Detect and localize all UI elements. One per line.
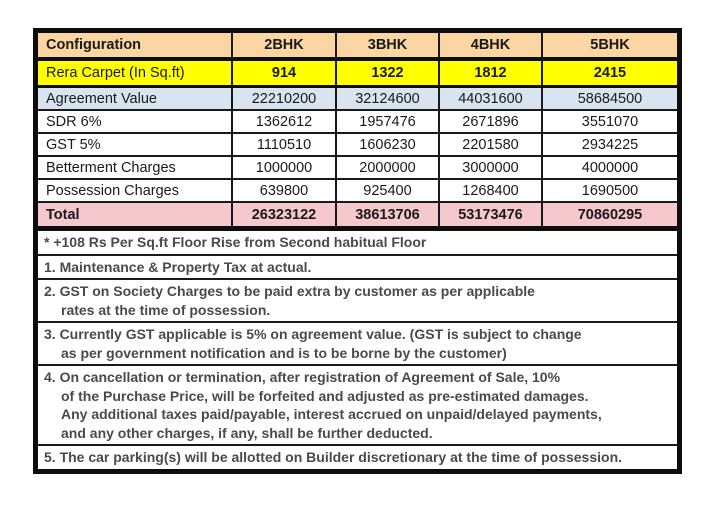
table-row-gst: GST 5% 1110510 1606230 2201580 2934225	[38, 134, 677, 157]
cell-value: 38613706	[337, 203, 440, 226]
cell-value: 1110510	[233, 134, 337, 155]
note-line: Any additional taxes paid/payable, inter…	[61, 406, 602, 422]
note-2-gst-society: 2. GST on Society Charges to be paid ext…	[38, 280, 677, 323]
cell-value: 3551070	[581, 113, 639, 130]
cell-value: 53173476	[440, 203, 543, 226]
note-line: 1. Maintenance & Property Tax at actual.	[44, 258, 312, 275]
cell-value: 22210200	[233, 88, 337, 109]
table-header-row: Configuration 2BHK 3BHK 4BHK 5BHK	[38, 33, 677, 61]
note-1-maintenance: 1. Maintenance & Property Tax at actual.	[38, 256, 677, 280]
cell-value: 1606230	[337, 134, 440, 155]
cell-value: 1322	[337, 61, 440, 85]
table-row-rera-carpet: Rera Carpet (In Sq.ft) 914 1322 1812 241…	[38, 61, 677, 88]
cell-value: 2000000	[337, 157, 440, 178]
note-line: 4. On cancellation or termination, after…	[44, 369, 561, 385]
note-line: * +108 Rs Per Sq.ft Floor Rise from Seco…	[44, 234, 427, 250]
table-row-agreement-value: Agreement Value 22210200 32124600 440316…	[38, 88, 677, 111]
note-3-gst-applicable: 3. Currently GST applicable is 5% on agr…	[38, 323, 677, 366]
note-line: as per government notification and is to…	[61, 344, 507, 361]
table-row-betterment-charges: Betterment Charges 1000000 2000000 30000…	[38, 157, 677, 180]
cell-value: 2415	[593, 65, 627, 81]
row-label: Possession Charges	[38, 180, 233, 201]
header-configuration: Configuration	[38, 33, 233, 57]
cell-value: 58684500	[577, 90, 643, 107]
cell-value: 44031600	[440, 88, 543, 109]
cell-value: 1362612	[233, 111, 337, 132]
price-table: Configuration 2BHK 3BHK 4BHK 5BHK Rera C…	[38, 33, 677, 231]
cell-value: 4000000	[581, 159, 639, 176]
note-4-cancellation: 4. On cancellation or termination, after…	[38, 366, 677, 446]
cell-value: 3000000	[440, 157, 543, 178]
note-line: 3. Currently GST applicable is 5% on agr…	[44, 326, 582, 342]
table-row-possession-charges: Possession Charges 639800 925400 1268400…	[38, 180, 677, 203]
row-label: Rera Carpet (In Sq.ft)	[38, 61, 233, 85]
note-line: of the Purchase Price, will be forfeited…	[61, 387, 589, 404]
notes-section: * +108 Rs Per Sq.ft Floor Rise from Seco…	[38, 231, 677, 469]
cell-value: 1690500	[581, 182, 639, 199]
note-line: 5. The car parking(s) will be allotted o…	[44, 449, 623, 465]
cell-value: 32124600	[337, 88, 440, 109]
cell-value: 2671896	[440, 111, 543, 132]
cell-value: 2934225	[581, 136, 639, 153]
cost-sheet: Configuration 2BHK 3BHK 4BHK 5BHK Rera C…	[33, 28, 682, 474]
row-label: GST 5%	[38, 134, 233, 155]
header-3bhk: 3BHK	[337, 33, 440, 57]
cell-value: 2201580	[440, 134, 543, 155]
row-label: Total	[38, 203, 233, 226]
header-5bhk: 5BHK	[590, 37, 630, 53]
table-row-sdr: SDR 6% 1362612 1957476 2671896 3551070	[38, 111, 677, 134]
cell-value: 1000000	[233, 157, 337, 178]
note-line: rates at the time of possession.	[61, 301, 271, 318]
note-line: 2. GST on Society Charges to be paid ext…	[44, 283, 535, 299]
row-label: Agreement Value	[38, 88, 233, 109]
header-2bhk: 2BHK	[233, 33, 337, 57]
table-row-total: Total 26323122 38613706 53173476 7086029…	[38, 203, 677, 231]
cell-value: 1957476	[337, 111, 440, 132]
cell-value: 1268400	[440, 180, 543, 201]
note-line: and any other charges, if any, shall be …	[61, 424, 433, 441]
row-label: Betterment Charges	[38, 157, 233, 178]
cell-value: 26323122	[233, 203, 337, 226]
cell-value: 639800	[233, 180, 337, 201]
row-label: SDR 6%	[38, 111, 233, 132]
header-4bhk: 4BHK	[440, 33, 543, 57]
cell-value: 1812	[440, 61, 543, 85]
cell-value: 925400	[337, 180, 440, 201]
cell-value: 70860295	[577, 206, 643, 223]
note-floor-rise: * +108 Rs Per Sq.ft Floor Rise from Seco…	[38, 231, 677, 256]
note-5-car-parking: 5. The car parking(s) will be allotted o…	[38, 446, 677, 469]
cell-value: 914	[233, 61, 337, 85]
